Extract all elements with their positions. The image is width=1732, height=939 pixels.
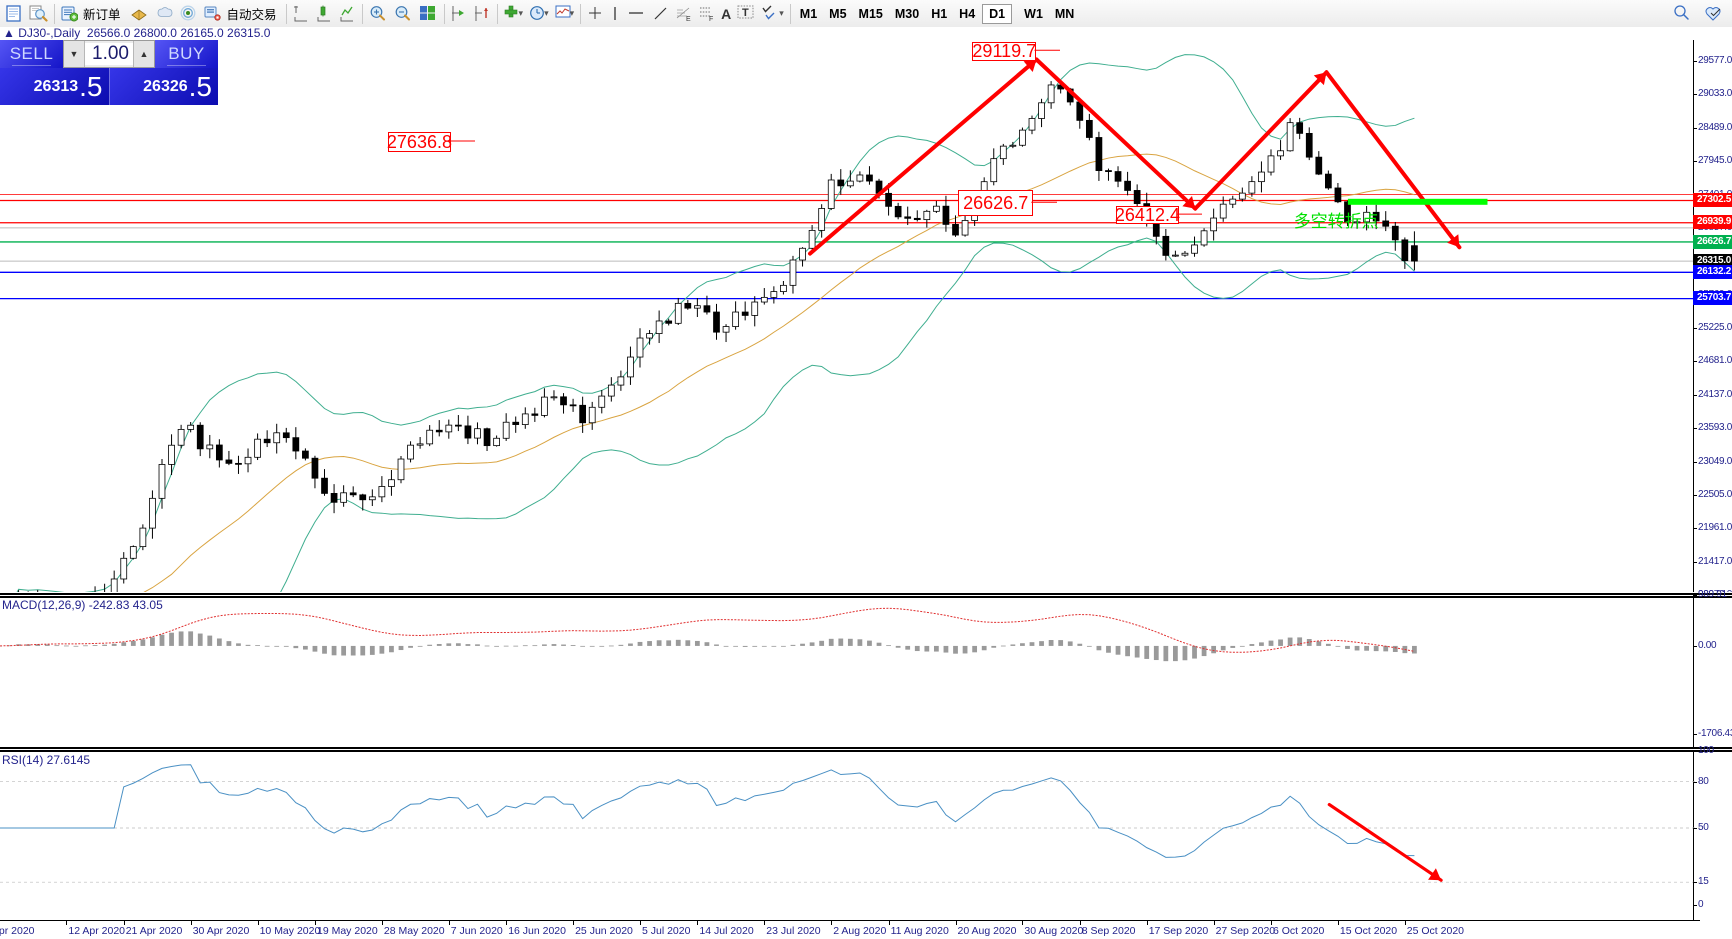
svg-text:E: E [686,16,691,22]
svg-text:T: T [742,7,749,19]
svg-text:F: F [709,16,713,22]
